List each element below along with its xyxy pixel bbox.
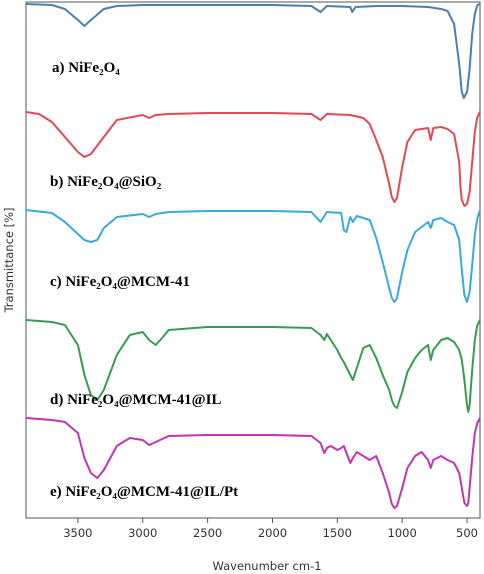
series-labels: a) NiFe₂O₄ b) NiFe₂O₄@SiO₂ c) NiFe₂O₄@MCM-… bbox=[50, 60, 238, 500]
plot-frame bbox=[25, 1, 481, 519]
series-line-d bbox=[25, 319, 481, 413]
series-lines bbox=[25, 3, 481, 509]
x-tick-label: 3000 bbox=[128, 526, 157, 540]
x-tick-label: 2500 bbox=[193, 526, 222, 540]
x-tick-label: 500 bbox=[456, 526, 478, 540]
series-label-d: d) NiFe₂O₄@MCM-41@IL bbox=[50, 392, 221, 408]
series-line-b bbox=[25, 111, 481, 207]
series-line-a bbox=[25, 3, 481, 99]
y-axis-title: Transmittance [%] bbox=[2, 207, 16, 313]
series-line-c bbox=[25, 209, 481, 303]
x-tick-label: 2000 bbox=[258, 526, 287, 540]
series-label-a: a) NiFe₂O₄ bbox=[52, 60, 120, 76]
x-axis-title: Wavenumber cm-1 bbox=[212, 559, 321, 573]
x-tick-label: 1500 bbox=[323, 526, 352, 540]
series-label-b: b) NiFe₂O₄@SiO₂ bbox=[50, 174, 162, 190]
series-line-e bbox=[25, 417, 481, 509]
series-label-c: c) NiFe₂O₄@MCM-41 bbox=[50, 274, 190, 290]
x-axis-ticks: 3500 3000 2500 2000 1500 1000 500 bbox=[63, 518, 478, 540]
x-tick-label: 1000 bbox=[388, 526, 417, 540]
x-tick-label: 3500 bbox=[63, 526, 92, 540]
series-label-e: e) NiFe₂O₄@MCM-41@IL/Pt bbox=[50, 484, 238, 500]
